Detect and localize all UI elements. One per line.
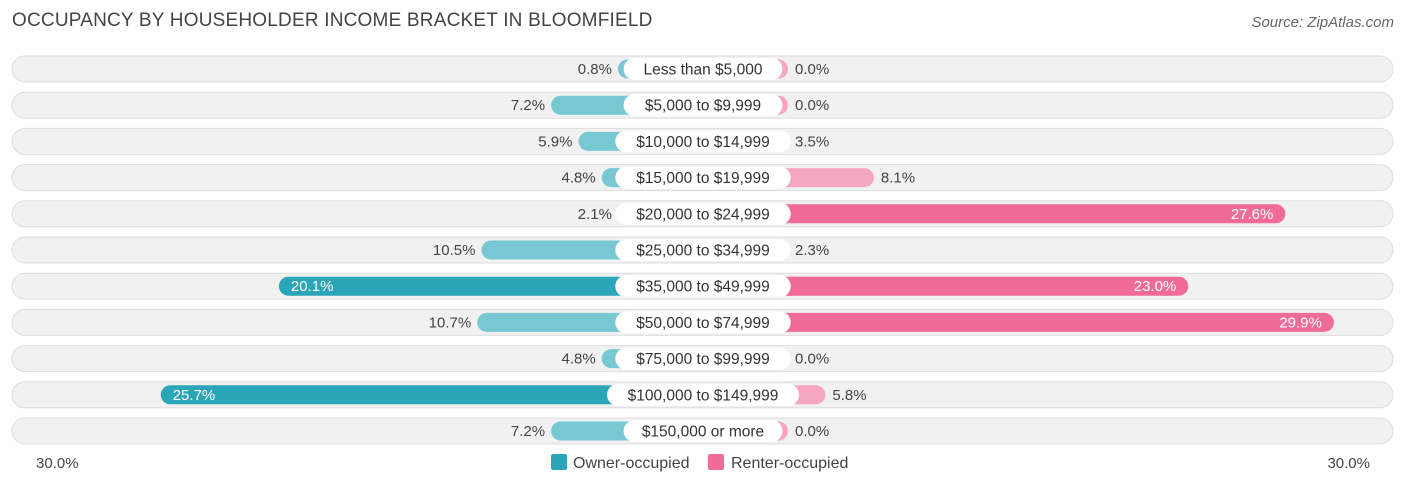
owner-value-label: 2.1% [578, 206, 612, 223]
legend-swatch-owner [551, 454, 567, 470]
renter-bar [703, 276, 1189, 296]
category-label: $10,000 to $14,999 [636, 134, 770, 151]
category-pill [615, 166, 791, 189]
owner-bar [278, 276, 703, 296]
category-label: $150,000 or more [642, 424, 764, 441]
category-label: Less than $5,000 [644, 62, 763, 79]
category-pill [615, 347, 791, 370]
legend-swatch-renter [708, 454, 724, 470]
category-pill [615, 239, 791, 261]
renter-value-label: 2.3% [795, 242, 829, 259]
renter-bar [703, 312, 1334, 332]
category-label: $75,000 to $99,999 [636, 351, 770, 368]
renter-value-label: 29.9% [1279, 314, 1322, 331]
category-label: $50,000 to $74,999 [636, 315, 770, 332]
category-pill [615, 202, 791, 225]
category-label: $15,000 to $19,999 [636, 170, 770, 187]
axis-left-label: 30.0% [36, 455, 79, 472]
chart-source: Source: ZipAtlas.com [1251, 14, 1394, 31]
legend-label-owner: Owner-occupied [573, 455, 690, 472]
owner-value-label: 7.2% [511, 423, 545, 440]
category-pill [615, 311, 791, 334]
category-label: $35,000 to $49,999 [636, 279, 770, 296]
owner-value-label: 4.8% [562, 351, 596, 368]
owner-bar [160, 385, 704, 405]
category-pill [623, 94, 783, 117]
legend-label-renter: Renter-occupied [731, 455, 848, 472]
category-label: $5,000 to $9,999 [645, 98, 761, 115]
category-pill [615, 275, 791, 298]
category-label: $100,000 to $149,999 [628, 387, 779, 404]
renter-value-label: 27.6% [1231, 206, 1274, 223]
owner-value-label: 5.9% [538, 133, 572, 150]
owner-value-label: 20.1% [291, 278, 334, 295]
renter-value-label: 3.5% [795, 133, 829, 150]
owner-value-label: 4.8% [562, 170, 596, 187]
category-pill [615, 130, 791, 153]
category-pill [623, 58, 783, 80]
axis-right-label: 30.0% [1327, 455, 1370, 472]
renter-value-label: 23.0% [1134, 278, 1177, 295]
renter-value-label: 0.0% [795, 61, 829, 78]
category-pill [623, 420, 783, 442]
category-pill [607, 383, 799, 406]
category-label: $25,000 to $34,999 [636, 243, 770, 260]
renter-value-label: 8.1% [881, 170, 915, 187]
renter-value-label: 0.0% [795, 351, 829, 368]
owner-value-label: 0.8% [578, 61, 612, 78]
category-label: $20,000 to $24,999 [636, 206, 770, 223]
renter-value-label: 5.8% [832, 387, 866, 404]
renter-value-label: 0.0% [795, 97, 829, 114]
renter-bar [703, 204, 1286, 224]
chart-title: OCCUPANCY BY HOUSEHOLDER INCOME BRACKET … [12, 10, 653, 31]
owner-value-label: 10.5% [433, 242, 476, 259]
owner-value-label: 10.7% [429, 314, 472, 331]
owner-value-label: 7.2% [511, 97, 545, 114]
renter-value-label: 0.0% [795, 423, 829, 440]
owner-value-label: 25.7% [173, 387, 216, 404]
